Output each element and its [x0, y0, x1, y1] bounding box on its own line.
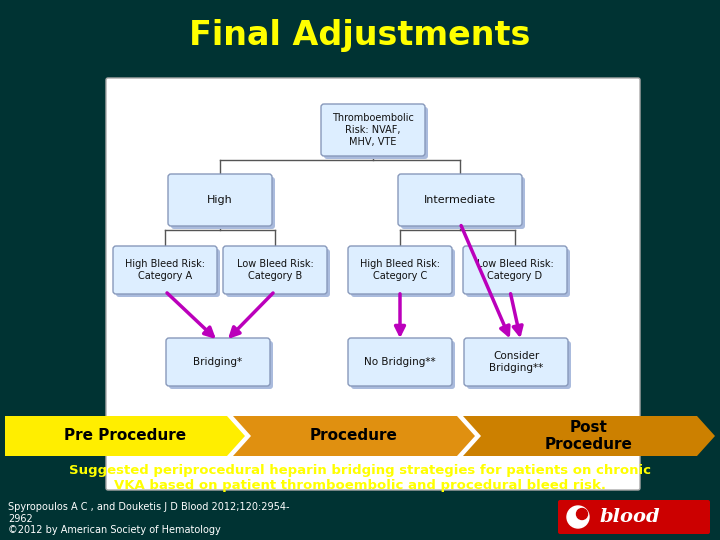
Text: Final Adjustments: Final Adjustments [189, 18, 531, 51]
Text: blood: blood [600, 508, 660, 526]
Polygon shape [233, 416, 475, 456]
FancyBboxPatch shape [226, 249, 330, 297]
FancyBboxPatch shape [166, 338, 270, 386]
Text: Bridging*: Bridging* [194, 357, 243, 367]
FancyBboxPatch shape [466, 249, 570, 297]
Text: High Bleed Risk:
Category C: High Bleed Risk: Category C [360, 259, 440, 281]
FancyBboxPatch shape [169, 341, 273, 389]
Text: Consider
Bridging**: Consider Bridging** [489, 351, 543, 373]
FancyBboxPatch shape [171, 177, 275, 229]
Text: Low Bleed Risk:
Category D: Low Bleed Risk: Category D [477, 259, 554, 281]
Ellipse shape [577, 509, 588, 519]
Text: Spyropoulos A C , and Douketis J D Blood 2012;120:2954-
2962
©2012 by American S: Spyropoulos A C , and Douketis J D Blood… [8, 502, 289, 535]
FancyBboxPatch shape [116, 249, 220, 297]
FancyBboxPatch shape [351, 341, 455, 389]
FancyBboxPatch shape [351, 249, 455, 297]
Text: Low Bleed Risk:
Category B: Low Bleed Risk: Category B [237, 259, 313, 281]
Text: No Bridging**: No Bridging** [364, 357, 436, 367]
Ellipse shape [567, 506, 589, 528]
FancyBboxPatch shape [348, 338, 452, 386]
Text: Intermediate: Intermediate [424, 195, 496, 205]
FancyBboxPatch shape [401, 177, 525, 229]
FancyBboxPatch shape [348, 246, 452, 294]
FancyBboxPatch shape [113, 246, 217, 294]
Text: Pre Procedure: Pre Procedure [64, 429, 186, 443]
Text: Thromboembolic
Risk: NVAF,
MHV, VTE: Thromboembolic Risk: NVAF, MHV, VTE [332, 113, 414, 146]
FancyBboxPatch shape [463, 246, 567, 294]
Polygon shape [5, 416, 245, 456]
FancyBboxPatch shape [398, 174, 522, 226]
FancyBboxPatch shape [106, 78, 640, 490]
Text: High Bleed Risk:
Category A: High Bleed Risk: Category A [125, 259, 205, 281]
Text: Post
Procedure: Post Procedure [545, 420, 633, 452]
FancyBboxPatch shape [467, 341, 571, 389]
FancyBboxPatch shape [223, 246, 327, 294]
FancyBboxPatch shape [558, 500, 710, 534]
FancyBboxPatch shape [321, 104, 425, 156]
FancyBboxPatch shape [464, 338, 568, 386]
Text: Suggested periprocedural heparin bridging strategies for patients on chronic
VKA: Suggested periprocedural heparin bridgin… [69, 464, 651, 492]
FancyBboxPatch shape [168, 174, 272, 226]
Text: High: High [207, 195, 233, 205]
Text: Procedure: Procedure [310, 429, 398, 443]
Polygon shape [463, 416, 715, 456]
FancyBboxPatch shape [324, 107, 428, 159]
